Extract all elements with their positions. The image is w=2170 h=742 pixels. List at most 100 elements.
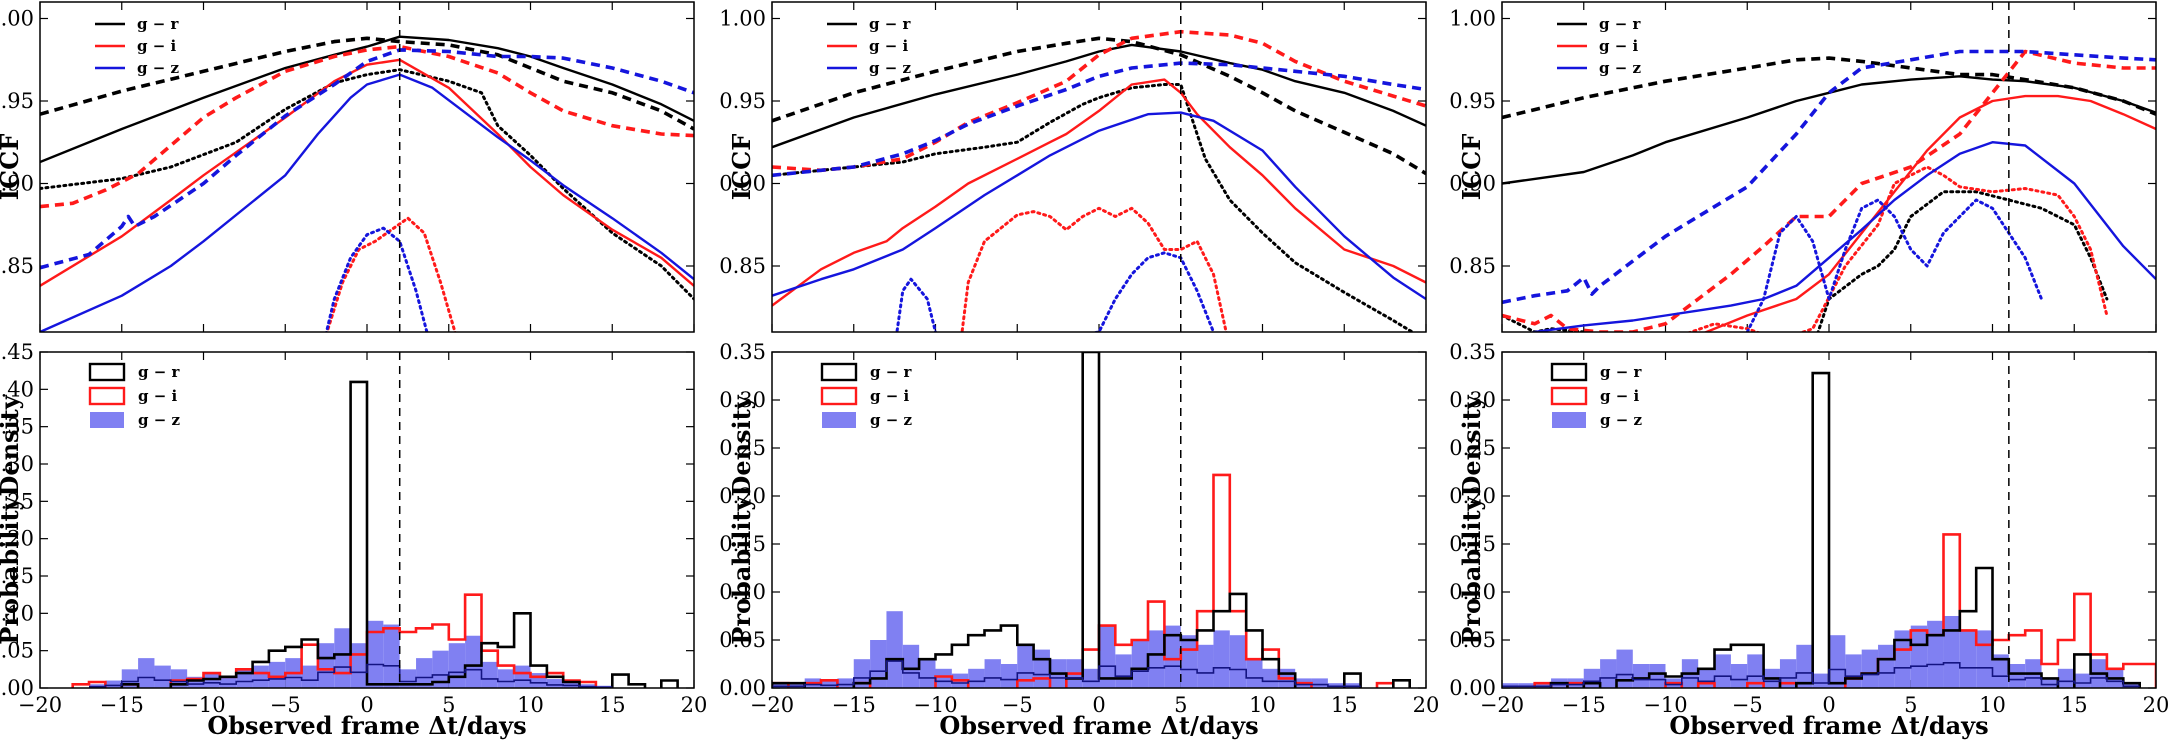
iccf-curves — [772, 29, 1426, 332]
histogram-grid-ticks: 0.00 0.05 0.10 0.15 0.20 0.25 0.30 0.35 — [719, 340, 1427, 700]
legend-label: g − z — [1599, 59, 1642, 77]
x-tick-label: −5 — [1732, 693, 1763, 717]
x-tick-labels: −20 −15 −10 −5 0 5 10 15 20 — [750, 693, 1440, 717]
y-tick-label: 0.35 — [1449, 340, 1496, 364]
y-tick-label: 0.85 — [1449, 254, 1496, 278]
histogram-bar-gz — [1082, 668, 1099, 688]
legend-label: g − i — [1600, 387, 1640, 405]
x-axis-label: Observed frame Δt/days — [939, 711, 1258, 740]
iccf-curve-gi-dashed — [1502, 49, 2156, 332]
plot-frame — [771, 351, 1427, 689]
y-tick-label: 0.30 — [719, 388, 766, 412]
histogram-bar-gz — [1730, 664, 1748, 688]
x-tick-label: 10 — [517, 693, 544, 717]
y-tick-label: 0.45 — [0, 340, 34, 364]
x-tick-label: −10 — [1643, 693, 1687, 717]
x-tick-label: −15 — [1562, 693, 1606, 717]
y-axis-label: ICCF — [0, 134, 24, 200]
histogram-bar-gz — [1698, 668, 1715, 688]
histogram-bar-gz — [1747, 654, 1764, 688]
legend-swatch — [820, 362, 858, 382]
histogram-bar-gz — [1099, 625, 1116, 688]
plot-frame — [1501, 1, 2157, 333]
histogram-bar-gz — [1992, 654, 2009, 688]
histogram-bar-gz — [350, 643, 367, 688]
histogram-bar-gz — [919, 659, 936, 688]
x-tick-label: −10 — [913, 693, 957, 717]
histogram-bar-gz — [481, 661, 498, 688]
y-tick-label: 0.15 — [719, 532, 766, 556]
legend-label: g − i — [1599, 37, 1639, 55]
histogram-bar-gz — [1861, 649, 1879, 688]
iccf-panel-left: 0.85 0.90 0.95 1.00 ICCF g − r g − i g − z — [0, 1, 695, 333]
histogram-bar-gz — [968, 668, 985, 688]
histogram-bar-gz — [1714, 654, 1731, 688]
iccf-grid-ticks: 0.85 0.90 0.95 1.00 — [1449, 2, 2157, 332]
y-axis-label: ICCF — [1457, 134, 1486, 200]
y-tick-label: 0.35 — [0, 415, 34, 439]
iccf-curve-gz-dotted — [895, 251, 1215, 332]
histogram-bar-gz — [497, 669, 515, 688]
histogram-bar-gz — [902, 644, 920, 688]
histogram-bar-gz — [1213, 630, 1230, 688]
histogram-bar-gz — [1845, 654, 1862, 688]
histogram-step-gr — [120, 380, 679, 688]
histogram-bar-gz — [1131, 640, 1149, 688]
legend-label: g − r — [869, 15, 912, 33]
histogram-bar-gz — [219, 676, 237, 688]
iccf-curve-gi-dashed — [40, 44, 694, 209]
y-axis-label: ICCF — [727, 134, 756, 200]
histogram-bar-gz — [187, 676, 204, 688]
y-tick-label: 0.10 — [1449, 580, 1496, 604]
legend-label: g − r — [137, 15, 180, 33]
y-tick-label: 0.20 — [719, 484, 766, 508]
histogram-bar-gz — [2008, 664, 2026, 688]
histogram-bar-gz — [105, 680, 122, 688]
legend-swatch — [1550, 362, 1588, 382]
histogram-bar-gz — [317, 643, 335, 688]
legend: g − r g − i g − z — [95, 15, 180, 77]
legend-label: g − z — [869, 59, 912, 77]
y-tick-label: 0.30 — [0, 452, 34, 476]
histogram-bar-gz — [853, 659, 871, 688]
legend-swatch — [88, 386, 126, 406]
histogram-bars — [71, 380, 679, 688]
legend-label: g − i — [869, 37, 909, 55]
x-tick-label: −20 — [18, 693, 62, 717]
histogram-bar-gz — [1829, 635, 1846, 688]
legend: g − r g − i g − z — [88, 362, 181, 429]
histogram-step-gi — [1533, 533, 2156, 688]
x-tick-label: 0 — [1822, 693, 1835, 717]
x-tick-label: 5 — [1904, 693, 1917, 717]
histogram-bar-gz — [1632, 664, 1650, 688]
legend-label: g − r — [1600, 363, 1643, 381]
legend: g − r g − i g − z — [820, 362, 913, 429]
histogram-bar-gz — [301, 665, 318, 688]
y-axis-label: ProbabilityDensity — [1457, 394, 1486, 644]
histogram-bar-gz — [1164, 625, 1181, 688]
y-tick-label: 0.30 — [1449, 388, 1496, 412]
x-tick-label: 10 — [1249, 693, 1276, 717]
histogram-bar-gz — [465, 635, 482, 688]
histogram-inner-trace — [89, 663, 613, 688]
iccf-curve-gi-dotted — [960, 206, 1228, 332]
y-tick-label: 0.10 — [0, 601, 34, 625]
x-tick-label: −20 — [1480, 693, 1524, 717]
histogram-bar-gz — [1148, 630, 1165, 688]
legend: g − r g − i g − z — [1557, 15, 1642, 77]
iccf-curve-gz-solid — [1529, 140, 2156, 332]
histogram-bar-gz — [1894, 630, 1911, 688]
histogram-bar-gz — [1583, 668, 1601, 688]
x-tick-label: −10 — [181, 693, 225, 717]
plot-frame — [39, 1, 695, 333]
y-tick-label: 1.00 — [719, 7, 766, 31]
histogram-bar-gz — [1878, 644, 1895, 688]
legend-label: g − i — [138, 387, 178, 405]
histogram-bar-gz — [1197, 644, 1214, 688]
histogram-bar-gz — [870, 640, 887, 688]
iccf-curve-gi-solid — [1703, 94, 2156, 332]
legend: g − r g − i g − z — [827, 15, 912, 77]
y-axis-label: ProbabilityDensity — [727, 394, 756, 644]
iccf-curve-gr-dashed — [40, 36, 694, 131]
x-axis-label: Observed frame Δt/days — [207, 711, 526, 740]
